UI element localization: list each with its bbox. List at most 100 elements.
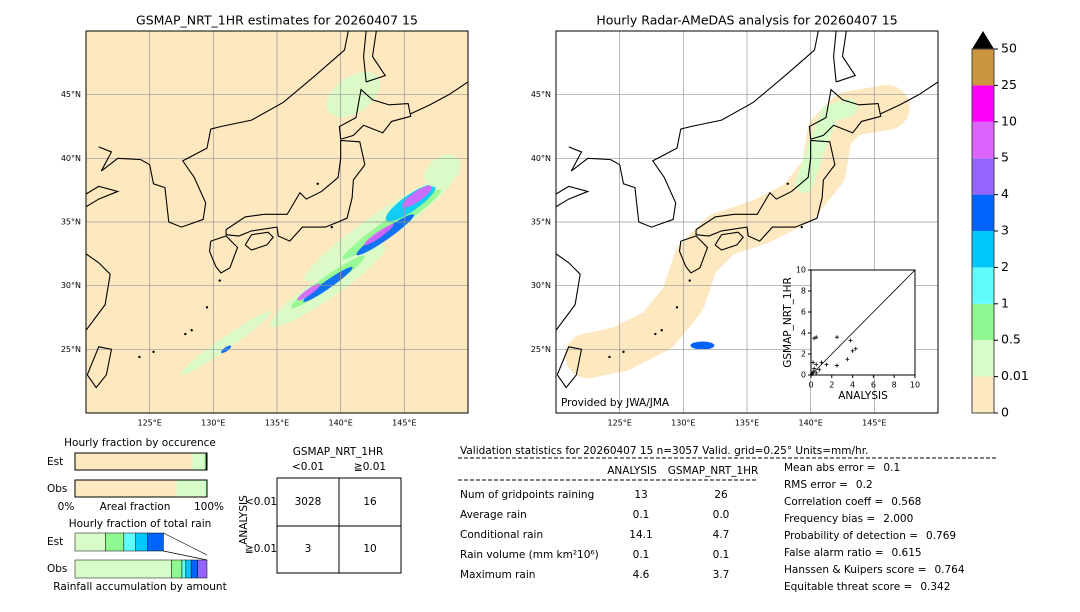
coastline bbox=[225, 139, 366, 242]
score-value: 0.769 bbox=[926, 530, 956, 542]
x-axis-label: ANALYSIS bbox=[838, 390, 888, 402]
colorbar-label: 1 bbox=[1001, 295, 1009, 310]
point bbox=[814, 370, 819, 375]
total-footer: Rainfall accumulation by amount bbox=[53, 581, 226, 593]
point bbox=[848, 338, 853, 343]
point bbox=[853, 346, 858, 351]
fraction-segment bbox=[197, 559, 208, 579]
score-value: 0.342 bbox=[920, 581, 950, 593]
island bbox=[218, 279, 221, 282]
point bbox=[814, 335, 819, 340]
diagonal bbox=[810, 269, 916, 376]
colorbar-box bbox=[972, 49, 994, 86]
colorbar-label: 2 bbox=[1001, 259, 1009, 274]
score-label: Equitable threat score = bbox=[784, 581, 912, 593]
bar-frame bbox=[74, 479, 208, 498]
lat-label: 25°N bbox=[61, 345, 81, 354]
coastline bbox=[86, 185, 120, 208]
lon-label: 140°E bbox=[329, 419, 353, 428]
validation-header: Validation statistics for 20260407 15 n=… bbox=[460, 445, 868, 457]
colorbar-box bbox=[972, 158, 994, 195]
colorbar-label: 5 bbox=[1001, 150, 1009, 165]
map-frame bbox=[85, 30, 469, 414]
score-value: 0.1 bbox=[883, 462, 900, 474]
row-label: Est bbox=[47, 536, 63, 548]
lon-label: 135°E bbox=[735, 419, 759, 428]
lon-label: 125°E bbox=[608, 419, 632, 428]
left-map-title: GSMAP_NRT_1HR estimates for 20260407 15 bbox=[136, 13, 418, 28]
y-tick-label: 6 bbox=[801, 308, 806, 317]
lat-label: 45°N bbox=[531, 90, 551, 99]
colorbar-box bbox=[972, 85, 994, 122]
coastline bbox=[410, 81, 468, 115]
colorbar-label: 0.01 bbox=[1001, 368, 1029, 383]
axis-label: 100% bbox=[194, 501, 224, 513]
table-cell: 10 bbox=[363, 543, 376, 555]
score-label: False alarm ratio = bbox=[784, 547, 884, 559]
lon-label: 130°E bbox=[201, 419, 225, 428]
score-value: 0.568 bbox=[891, 496, 921, 508]
coastline bbox=[880, 81, 938, 115]
point bbox=[819, 360, 824, 365]
row-label: Obs bbox=[47, 563, 67, 575]
coastline bbox=[86, 253, 111, 331]
fraction-segment bbox=[190, 559, 199, 579]
fraction-segment bbox=[204, 453, 206, 470]
stat-label: Conditional rain bbox=[460, 529, 543, 541]
rain-area bbox=[180, 311, 272, 375]
row-axis: ANALYSIS bbox=[238, 495, 250, 545]
lat-label: 25°N bbox=[531, 345, 551, 354]
col-header: <0.01 bbox=[292, 461, 324, 473]
score-label: Frequency bias = bbox=[784, 513, 875, 525]
coastline bbox=[98, 31, 349, 228]
y-axis-label: GSMAP_NRT_1HR bbox=[782, 277, 794, 368]
colorbar-box bbox=[972, 231, 994, 268]
col-header: ANALYSIS bbox=[607, 465, 657, 477]
total-title: Hourly fraction of total rain bbox=[69, 518, 212, 530]
point bbox=[814, 362, 819, 367]
island bbox=[654, 332, 657, 336]
stat-label: Rain volume (mm km²10⁶) bbox=[460, 549, 599, 561]
colorbar-extend bbox=[972, 31, 994, 49]
colorbar-box bbox=[972, 303, 994, 341]
colorbar-box bbox=[972, 376, 994, 413]
point bbox=[835, 335, 839, 340]
radar-rain bbox=[690, 341, 715, 350]
stat-value: 4.7 bbox=[713, 529, 730, 541]
lat-label: 30°N bbox=[531, 281, 551, 290]
coastline bbox=[695, 139, 836, 242]
stat-value: 13 bbox=[634, 489, 647, 501]
panels: 0 2 4 6 8 100246810ANALYSISGSMAP_NRT_1HR00.01… bbox=[47, 31, 1029, 593]
fraction-segment bbox=[205, 453, 207, 470]
island bbox=[660, 329, 663, 332]
lat-label: 40°N bbox=[531, 154, 551, 163]
fraction-segment bbox=[205, 480, 207, 497]
table-cell: 3028 bbox=[295, 496, 322, 508]
island bbox=[152, 350, 155, 354]
coastline bbox=[714, 231, 744, 251]
lon-label: 140°E bbox=[799, 419, 823, 428]
score-label: Mean abs error = bbox=[784, 462, 875, 474]
x-tick-label: 8 bbox=[892, 381, 897, 390]
fraction-segment bbox=[135, 532, 148, 552]
bar-frame bbox=[74, 452, 208, 471]
row-header: <0.01 bbox=[245, 496, 277, 508]
island bbox=[675, 306, 679, 309]
fraction-segment bbox=[171, 559, 183, 579]
row-label: Est bbox=[47, 456, 63, 468]
fraction-segment bbox=[75, 453, 193, 470]
colorbar-label: 0.5 bbox=[1001, 332, 1021, 347]
lon-label: 145°E bbox=[392, 419, 416, 428]
coastline bbox=[833, 31, 857, 83]
lon-label: 130°E bbox=[671, 419, 695, 428]
fraction-segment bbox=[74, 532, 106, 552]
coastline bbox=[244, 231, 274, 251]
rain-area bbox=[402, 185, 433, 208]
island bbox=[316, 182, 319, 185]
fraction-segment bbox=[176, 480, 206, 497]
x-tick-label: 6 bbox=[871, 381, 876, 390]
colorbar-label: 3 bbox=[1001, 223, 1009, 238]
point bbox=[850, 348, 855, 353]
island bbox=[622, 350, 625, 354]
